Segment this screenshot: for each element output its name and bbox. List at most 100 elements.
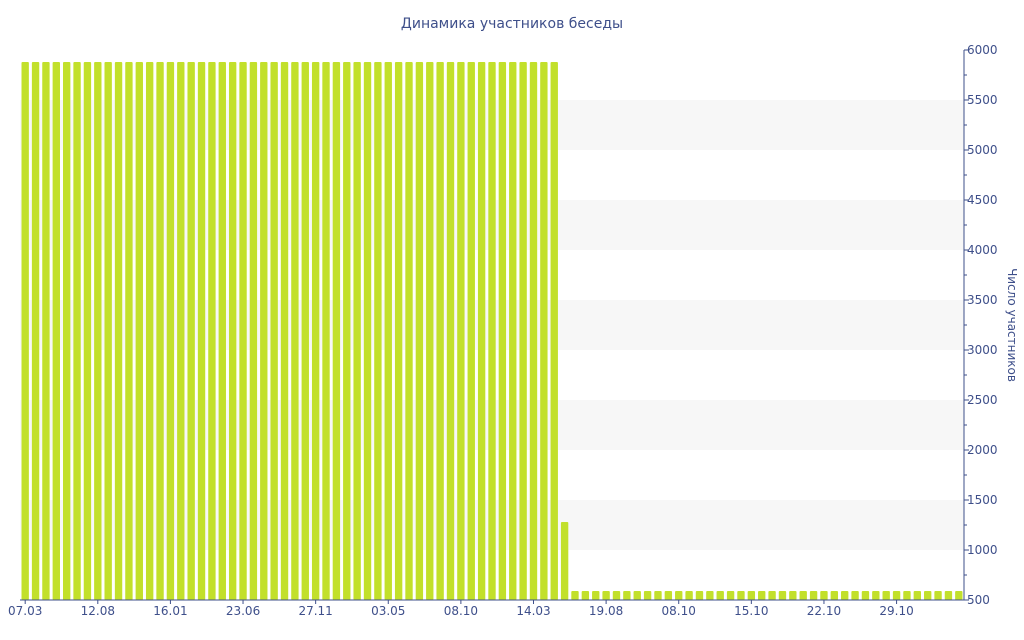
- bar: [602, 591, 610, 600]
- bar: [343, 62, 351, 600]
- bar: [446, 62, 455, 600]
- bar: [405, 62, 413, 600]
- bar: [934, 591, 942, 600]
- y-tick-label: 2000: [967, 443, 998, 457]
- bar: [477, 62, 486, 600]
- x-tick-label: 03.05: [371, 604, 405, 618]
- chart-title: Динамика участников беседы: [401, 16, 623, 32]
- bar: [706, 591, 714, 600]
- bar: [892, 591, 901, 600]
- bar: [830, 591, 839, 600]
- bar: [436, 62, 444, 600]
- bar: [851, 591, 859, 600]
- bar: [197, 62, 206, 600]
- bar: [716, 591, 724, 600]
- bar: [872, 591, 880, 600]
- bar: [571, 591, 579, 600]
- bar: [560, 522, 569, 600]
- bar: [944, 591, 953, 600]
- bar: [114, 62, 123, 600]
- x-tick-label: 22.10: [807, 604, 841, 618]
- y-tick-label: 4000: [967, 243, 998, 257]
- bar: [83, 62, 92, 600]
- bar: [208, 62, 216, 600]
- bar: [374, 62, 382, 600]
- bar: [633, 591, 641, 600]
- bar: [42, 62, 50, 600]
- bar: [540, 62, 548, 600]
- bar: [166, 62, 175, 600]
- bar: [592, 591, 600, 600]
- bar: [301, 62, 309, 600]
- bar: [94, 62, 102, 600]
- bar: [457, 62, 465, 600]
- bar: [675, 591, 683, 600]
- bar: [332, 62, 341, 600]
- bar: [509, 62, 517, 600]
- bar: [623, 591, 631, 600]
- bar: [643, 591, 652, 600]
- bar: [664, 591, 673, 600]
- y-tick-label: 3000: [967, 343, 998, 357]
- bar: [104, 62, 112, 600]
- bar: [228, 62, 237, 600]
- bar: [581, 591, 590, 600]
- bar: [415, 62, 424, 600]
- x-tick-label: 07.03: [8, 604, 42, 618]
- bar: [135, 62, 143, 600]
- bar: [187, 62, 195, 600]
- bar: [62, 62, 71, 600]
- x-tick-label: 15.10: [734, 604, 768, 618]
- x-tick-label: 23.06: [226, 604, 260, 618]
- bar: [799, 591, 807, 600]
- bar: [550, 62, 558, 600]
- y-tick-label: 3500: [967, 293, 998, 307]
- bar: [758, 591, 766, 600]
- bar: [768, 591, 776, 600]
- bar: [145, 62, 154, 600]
- bar: [239, 62, 247, 600]
- bar: [612, 591, 621, 600]
- y-tick-label: 4500: [967, 193, 998, 207]
- bar: [820, 591, 828, 600]
- y-axis-ticks: 500 1000 1500 2000 2500 3000 3500 4000 4500 5000 5…: [964, 43, 998, 607]
- bar: [903, 591, 911, 600]
- bar: [913, 591, 922, 600]
- y-tick-label: 1000: [967, 543, 998, 557]
- bar: [519, 62, 527, 600]
- bar: [156, 62, 164, 600]
- x-tick-label: 12.08: [81, 604, 115, 618]
- y-tick-label: 5000: [967, 143, 998, 157]
- bar: [52, 62, 60, 600]
- bar: [280, 62, 289, 600]
- x-tick-label: 19.08: [589, 604, 623, 618]
- bar: [218, 62, 226, 600]
- x-tick-label: 27.11: [298, 604, 332, 618]
- bar: [737, 591, 745, 600]
- y-axis-title: Число участников: [1005, 268, 1019, 382]
- bar: [695, 591, 704, 600]
- bar: [291, 62, 299, 600]
- bar: [924, 591, 932, 600]
- bar: [861, 591, 870, 600]
- bar: [789, 591, 797, 600]
- x-tick-label: 08.10: [444, 604, 478, 618]
- bar: [426, 62, 434, 600]
- bar: [73, 62, 81, 600]
- bar: [249, 62, 258, 600]
- bar: [778, 591, 787, 600]
- x-tick-label: 29.10: [879, 604, 913, 618]
- y-tick-label: 500: [967, 593, 990, 607]
- bar: [882, 591, 890, 600]
- x-tick-label: 08.10: [662, 604, 696, 618]
- bar: [809, 591, 818, 600]
- bars-group: [21, 62, 963, 600]
- bar: [270, 62, 278, 600]
- bar: [747, 591, 756, 600]
- bar: [394, 62, 403, 600]
- bar: [177, 62, 185, 600]
- x-tick-label: 14.03: [516, 604, 550, 618]
- bar: [498, 62, 507, 600]
- bar: [31, 62, 40, 600]
- bar: [726, 591, 735, 600]
